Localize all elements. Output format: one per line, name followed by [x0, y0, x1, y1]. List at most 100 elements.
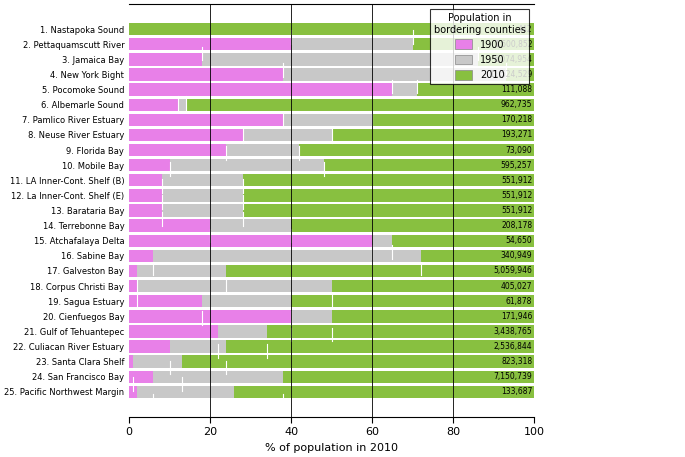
Bar	[393, 83, 416, 96]
Bar	[186, 99, 534, 111]
Bar	[129, 280, 137, 292]
Bar	[162, 189, 242, 202]
Bar	[267, 325, 534, 338]
Bar	[170, 159, 323, 171]
Bar	[413, 38, 534, 50]
Bar	[372, 234, 393, 247]
Text: 551,912: 551,912	[501, 191, 532, 200]
Text: 442: 442	[518, 25, 532, 34]
Bar	[129, 38, 291, 50]
Bar	[242, 204, 534, 217]
Bar	[393, 234, 534, 247]
Text: 962,735: 962,735	[501, 100, 532, 109]
Text: 6,074,954: 6,074,954	[493, 55, 532, 64]
Bar	[129, 386, 137, 398]
Text: 133,687: 133,687	[501, 388, 532, 396]
Text: 193,271: 193,271	[501, 130, 532, 139]
Bar	[506, 68, 534, 81]
Bar	[129, 83, 393, 96]
Bar	[129, 204, 162, 217]
Bar	[153, 371, 283, 383]
Bar	[129, 144, 226, 156]
Text: 1,600,852: 1,600,852	[494, 40, 532, 49]
Bar	[178, 99, 186, 111]
Bar	[332, 280, 534, 292]
Bar	[202, 295, 291, 308]
Bar	[477, 53, 534, 65]
Bar	[137, 265, 226, 277]
Bar	[129, 265, 137, 277]
Bar	[416, 83, 534, 96]
Text: 208,178: 208,178	[501, 221, 532, 230]
Bar	[210, 219, 291, 232]
Bar	[129, 371, 153, 383]
Bar	[129, 129, 242, 141]
Bar	[129, 234, 372, 247]
Bar	[291, 295, 534, 308]
Bar	[291, 310, 332, 323]
Text: 54,650: 54,650	[506, 236, 532, 245]
Bar	[129, 356, 133, 368]
Bar	[129, 219, 210, 232]
Bar	[129, 295, 202, 308]
Bar	[129, 340, 170, 353]
Bar	[234, 386, 534, 398]
Legend: 1900, 1950, 2010: 1900, 1950, 2010	[429, 9, 530, 84]
Bar	[291, 38, 413, 50]
Bar	[202, 53, 477, 65]
Bar	[153, 250, 421, 262]
Bar	[129, 174, 162, 186]
Bar	[129, 250, 153, 262]
X-axis label: % of population in 2010: % of population in 2010	[265, 443, 398, 453]
Text: 3,438,765: 3,438,765	[493, 327, 532, 336]
Bar	[332, 129, 534, 141]
Bar	[129, 159, 170, 171]
Bar	[242, 129, 332, 141]
Bar	[421, 250, 534, 262]
Text: 823,318: 823,318	[501, 357, 532, 366]
Text: 61,878: 61,878	[506, 297, 532, 306]
Bar	[283, 68, 506, 81]
Text: 551,912: 551,912	[501, 206, 532, 215]
Bar	[129, 23, 534, 35]
Bar	[129, 99, 178, 111]
Bar	[219, 325, 267, 338]
Bar	[299, 144, 534, 156]
Bar	[129, 310, 291, 323]
Bar	[129, 68, 283, 81]
Bar	[170, 340, 226, 353]
Text: 551,912: 551,912	[501, 176, 532, 185]
Bar	[162, 174, 242, 186]
Bar	[129, 53, 202, 65]
Bar	[226, 265, 534, 277]
Text: 111,088: 111,088	[501, 85, 532, 94]
Bar	[129, 325, 219, 338]
Bar	[291, 219, 534, 232]
Bar	[226, 340, 534, 353]
Bar	[129, 189, 162, 202]
Text: 7,150,739: 7,150,739	[493, 372, 532, 381]
Text: 2,536,844: 2,536,844	[494, 342, 532, 351]
Bar	[137, 280, 332, 292]
Text: 405,027: 405,027	[501, 282, 532, 291]
Text: 340,949: 340,949	[501, 251, 532, 260]
Bar	[323, 159, 534, 171]
Bar	[242, 189, 534, 202]
Bar	[133, 356, 182, 368]
Text: 171,946: 171,946	[501, 312, 532, 321]
Bar	[162, 204, 242, 217]
Bar	[283, 371, 534, 383]
Text: 170,218: 170,218	[501, 115, 532, 124]
Bar	[226, 144, 299, 156]
Bar	[137, 386, 234, 398]
Text: 595,257: 595,257	[501, 161, 532, 170]
Bar	[129, 114, 283, 126]
Bar	[372, 114, 534, 126]
Text: 5,059,946: 5,059,946	[493, 266, 532, 276]
Bar	[182, 356, 534, 368]
Bar	[332, 310, 534, 323]
Text: 11,524,529: 11,524,529	[489, 70, 532, 79]
Text: 73,090: 73,090	[506, 145, 532, 154]
Bar	[242, 174, 534, 186]
Bar	[283, 114, 372, 126]
